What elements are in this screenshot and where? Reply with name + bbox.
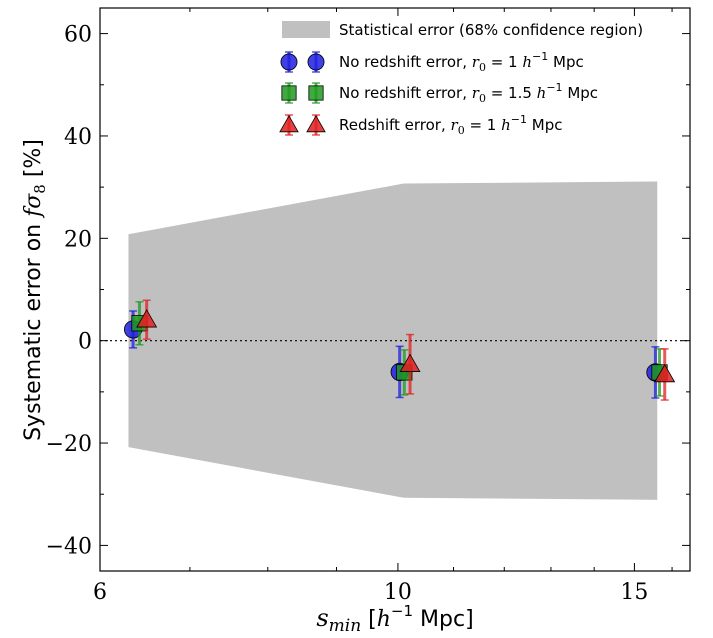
x-axis-label: smin [h−1 Mpc] xyxy=(316,602,473,636)
y-axis-label: Systematic error on fσ8 [%] xyxy=(21,139,49,441)
x-label-unit: Mpc] xyxy=(413,607,474,632)
ticks-layer: −40 −20 0 20 40 60 6 10 15 xyxy=(46,8,690,605)
y-tick-label: 40 xyxy=(64,125,92,150)
y-label-suffix: [%] xyxy=(21,139,46,184)
x-tick-label: 15 xyxy=(620,580,648,605)
legend-marker xyxy=(308,85,324,101)
x-tick-label: 6 xyxy=(93,580,107,605)
y-label-sigma-sub: 8 xyxy=(31,184,49,194)
series-3-point-3 xyxy=(654,363,676,383)
legend-marker xyxy=(280,53,298,71)
x-label-h: h xyxy=(377,607,391,632)
legend-label: No redshift error, r0 = 1.5 h−1 Mpc xyxy=(339,81,598,105)
legend-item-series-1: No redshift error, r0 = 1 h−1 Mpc xyxy=(280,50,584,74)
y-tick-label: −20 xyxy=(46,432,92,457)
legend-band-swatch xyxy=(282,21,330,38)
series-3-point-1 xyxy=(136,309,158,328)
y-tick-label: 20 xyxy=(64,227,92,252)
x-label-main: s xyxy=(316,604,328,632)
y-label-prefix: Systematic error on xyxy=(21,217,46,441)
y-tick-label: 0 xyxy=(78,330,92,355)
legend: Statistical error (68% confidence region… xyxy=(279,21,643,137)
legend-label: Statistical error (68% confidence region… xyxy=(339,21,643,39)
legend-item-band: Statistical error (68% confidence region… xyxy=(282,21,643,39)
legend-marker xyxy=(281,85,297,101)
series-3 xyxy=(136,299,676,401)
stat-band-layer xyxy=(128,181,658,500)
x-label-bracket: [ xyxy=(361,607,377,632)
legend-label: Redshift error, r0 = 1 h−1 Mpc xyxy=(339,113,562,137)
y-label-sigma: σ xyxy=(21,193,46,209)
y-tick-label: 60 xyxy=(64,23,92,48)
legend-item-series-2: No redshift error, r0 = 1.5 h−1 Mpc xyxy=(281,81,598,105)
y-tick-label: −40 xyxy=(46,534,92,559)
legend-item-series-3: Redshift error, r0 = 1 h−1 Mpc xyxy=(279,113,562,137)
series-layer xyxy=(123,299,676,401)
legend-label: No redshift error, r0 = 1 h−1 Mpc xyxy=(339,50,584,74)
legend-marker xyxy=(306,115,326,133)
legend-marker xyxy=(279,115,299,133)
x-label-sup: −1 xyxy=(391,602,413,620)
series-3-point-2 xyxy=(399,353,421,372)
x-label-sub: min xyxy=(329,616,362,636)
x-tick-label: 10 xyxy=(384,580,412,605)
stat-error-band xyxy=(128,181,658,500)
legend-marker xyxy=(307,53,325,71)
